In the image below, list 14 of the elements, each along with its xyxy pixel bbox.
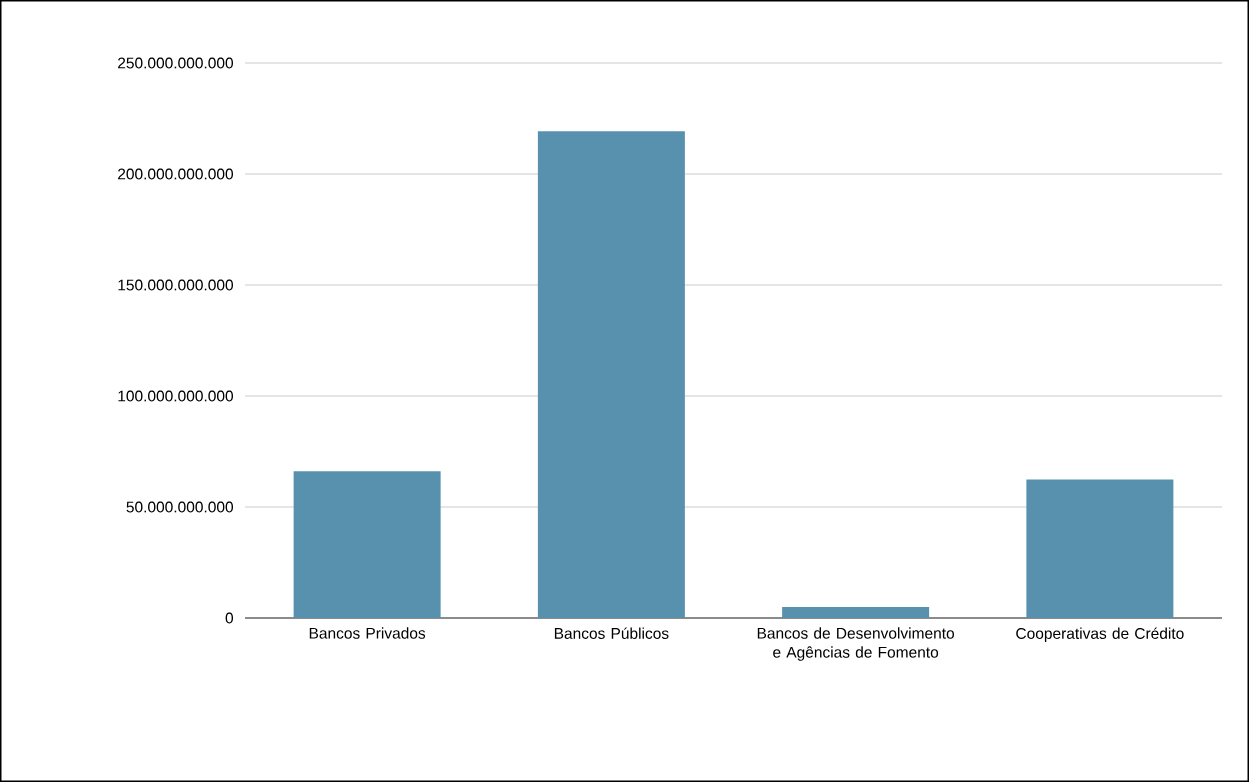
x-tick-label: Bancos de Desenvolvimento e Agências de Fomento [757, 627, 955, 661]
y-tick-label: 200.000.000.000 [118, 168, 234, 180]
y-tick-label: 50.000.000.000 [126, 501, 234, 513]
bar [1026, 479, 1174, 618]
bar [293, 471, 441, 618]
y-tick-label: 250.000.000.000 [118, 57, 234, 69]
y-tick-label: 100.000.000.000 [118, 390, 234, 402]
bar [782, 607, 930, 618]
y-tick-label: 150.000.000.000 [118, 279, 234, 291]
y-tick-label: 0 [225, 612, 234, 624]
x-tick-label: Bancos Públicos [554, 627, 669, 639]
bar [537, 131, 685, 618]
x-tick-label: Cooperativas de Crédito [1016, 627, 1184, 642]
x-tick-label: Bancos Privados [309, 627, 426, 639]
